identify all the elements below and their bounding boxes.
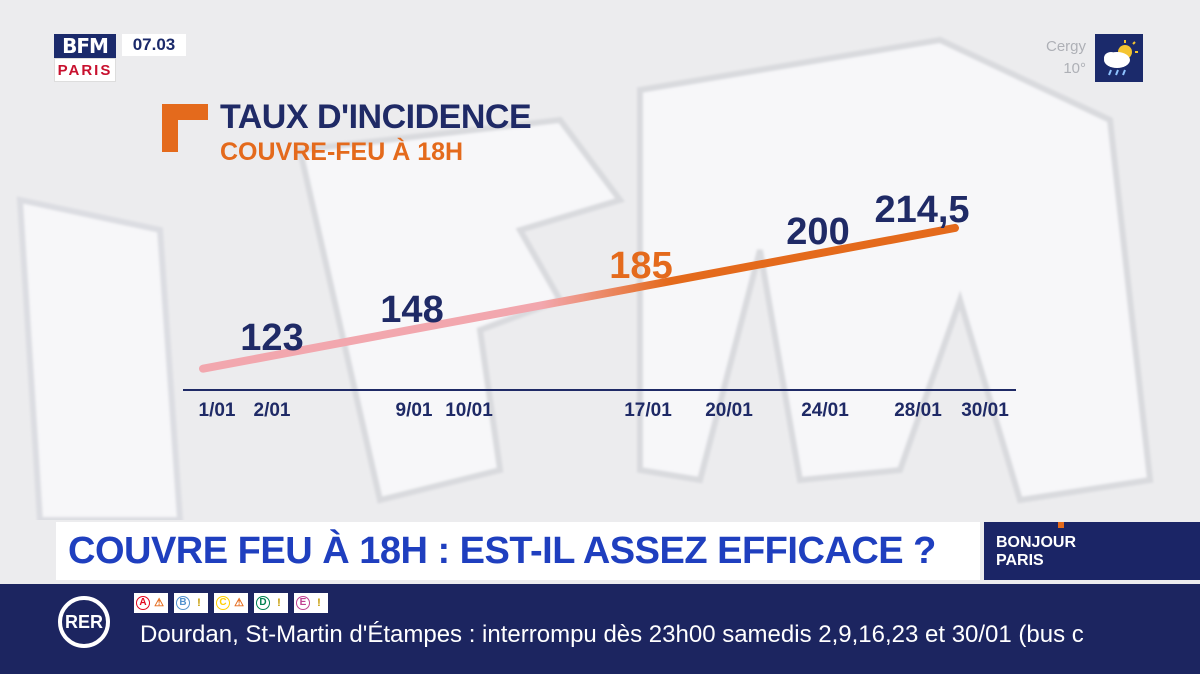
channel-logo: BFM PARIS <box>54 34 116 82</box>
logo-top-text: BFM <box>54 34 116 58</box>
rer-line-chip: D! <box>254 593 288 613</box>
chart-title: TAUX D'INCIDENCE <box>220 98 532 136</box>
rer-line-letter: A <box>136 596 150 610</box>
rer-line-letter: E <box>296 596 310 610</box>
alert-icon: ⚠ <box>234 597 244 609</box>
data-value-label: 123 <box>240 317 303 359</box>
data-value-label: 200 <box>786 211 849 253</box>
chart-title-mark-icon <box>162 104 208 152</box>
rer-line-chip: B! <box>174 593 208 613</box>
x-tick-label: 20/01 <box>705 400 753 421</box>
background-logo-letters <box>16 36 1154 520</box>
incidence-line-chart: 1/01 2/01 9/01 10/01 17/01 20/01 24/01 28/01 30/… <box>183 189 1016 421</box>
show-accent <box>1058 522 1064 528</box>
weather-city: Cergy <box>1045 38 1086 55</box>
headline-banner <box>56 522 980 580</box>
x-tick-label: 2/01 <box>254 400 291 421</box>
x-tick-label: 30/01 <box>961 400 1009 421</box>
rer-line-letter: D <box>256 596 270 610</box>
rer-line-chip: C ⚠ <box>214 593 248 613</box>
clock: 07.03 <box>122 34 186 56</box>
alert-icon: ! <box>277 597 281 609</box>
cloud-sun-rain-icon <box>1104 40 1138 76</box>
rer-line-chip: A ⚠ <box>134 593 168 613</box>
x-tick-label: 28/01 <box>894 400 942 421</box>
rer-line-letter: C <box>216 596 230 610</box>
chart-subtitle: COUVRE-FEU À 18H <box>220 138 464 166</box>
logo-bottom-text: PARIS <box>54 58 116 82</box>
headline-text: COUVRE FEU À 18H : EST-IL ASSEZ EFFICACE… <box>68 530 936 572</box>
rer-line-letter: B <box>176 596 190 610</box>
x-tick-label: 10/01 <box>445 400 493 421</box>
weather-widget <box>1095 34 1143 82</box>
rer-lines-status: A ⚠ B! C ⚠ D! E! <box>134 593 328 615</box>
x-tick-label: 24/01 <box>801 400 849 421</box>
x-tick-label: 9/01 <box>396 400 433 421</box>
data-value-label: 185 <box>609 245 672 287</box>
alert-icon: ! <box>197 597 201 609</box>
x-tick-label: 1/01 <box>199 400 236 421</box>
alert-icon: ! <box>317 597 321 609</box>
show-badge <box>984 522 1200 580</box>
x-tick-label: 17/01 <box>624 400 672 421</box>
rer-line-chip: E! <box>294 593 328 613</box>
weather-temp: 10° <box>1063 60 1086 77</box>
series-line <box>199 223 959 373</box>
data-value-label: 148 <box>380 289 443 331</box>
data-value-label: 214,5 <box>874 189 969 231</box>
alert-icon: ⚠ <box>154 597 164 609</box>
rer-logo-icon: RER <box>58 596 110 648</box>
ticker-message: Dourdan, St-Martin d'Étampes : interromp… <box>140 621 1084 648</box>
show-name: BONJOUR PARIS <box>996 534 1077 569</box>
